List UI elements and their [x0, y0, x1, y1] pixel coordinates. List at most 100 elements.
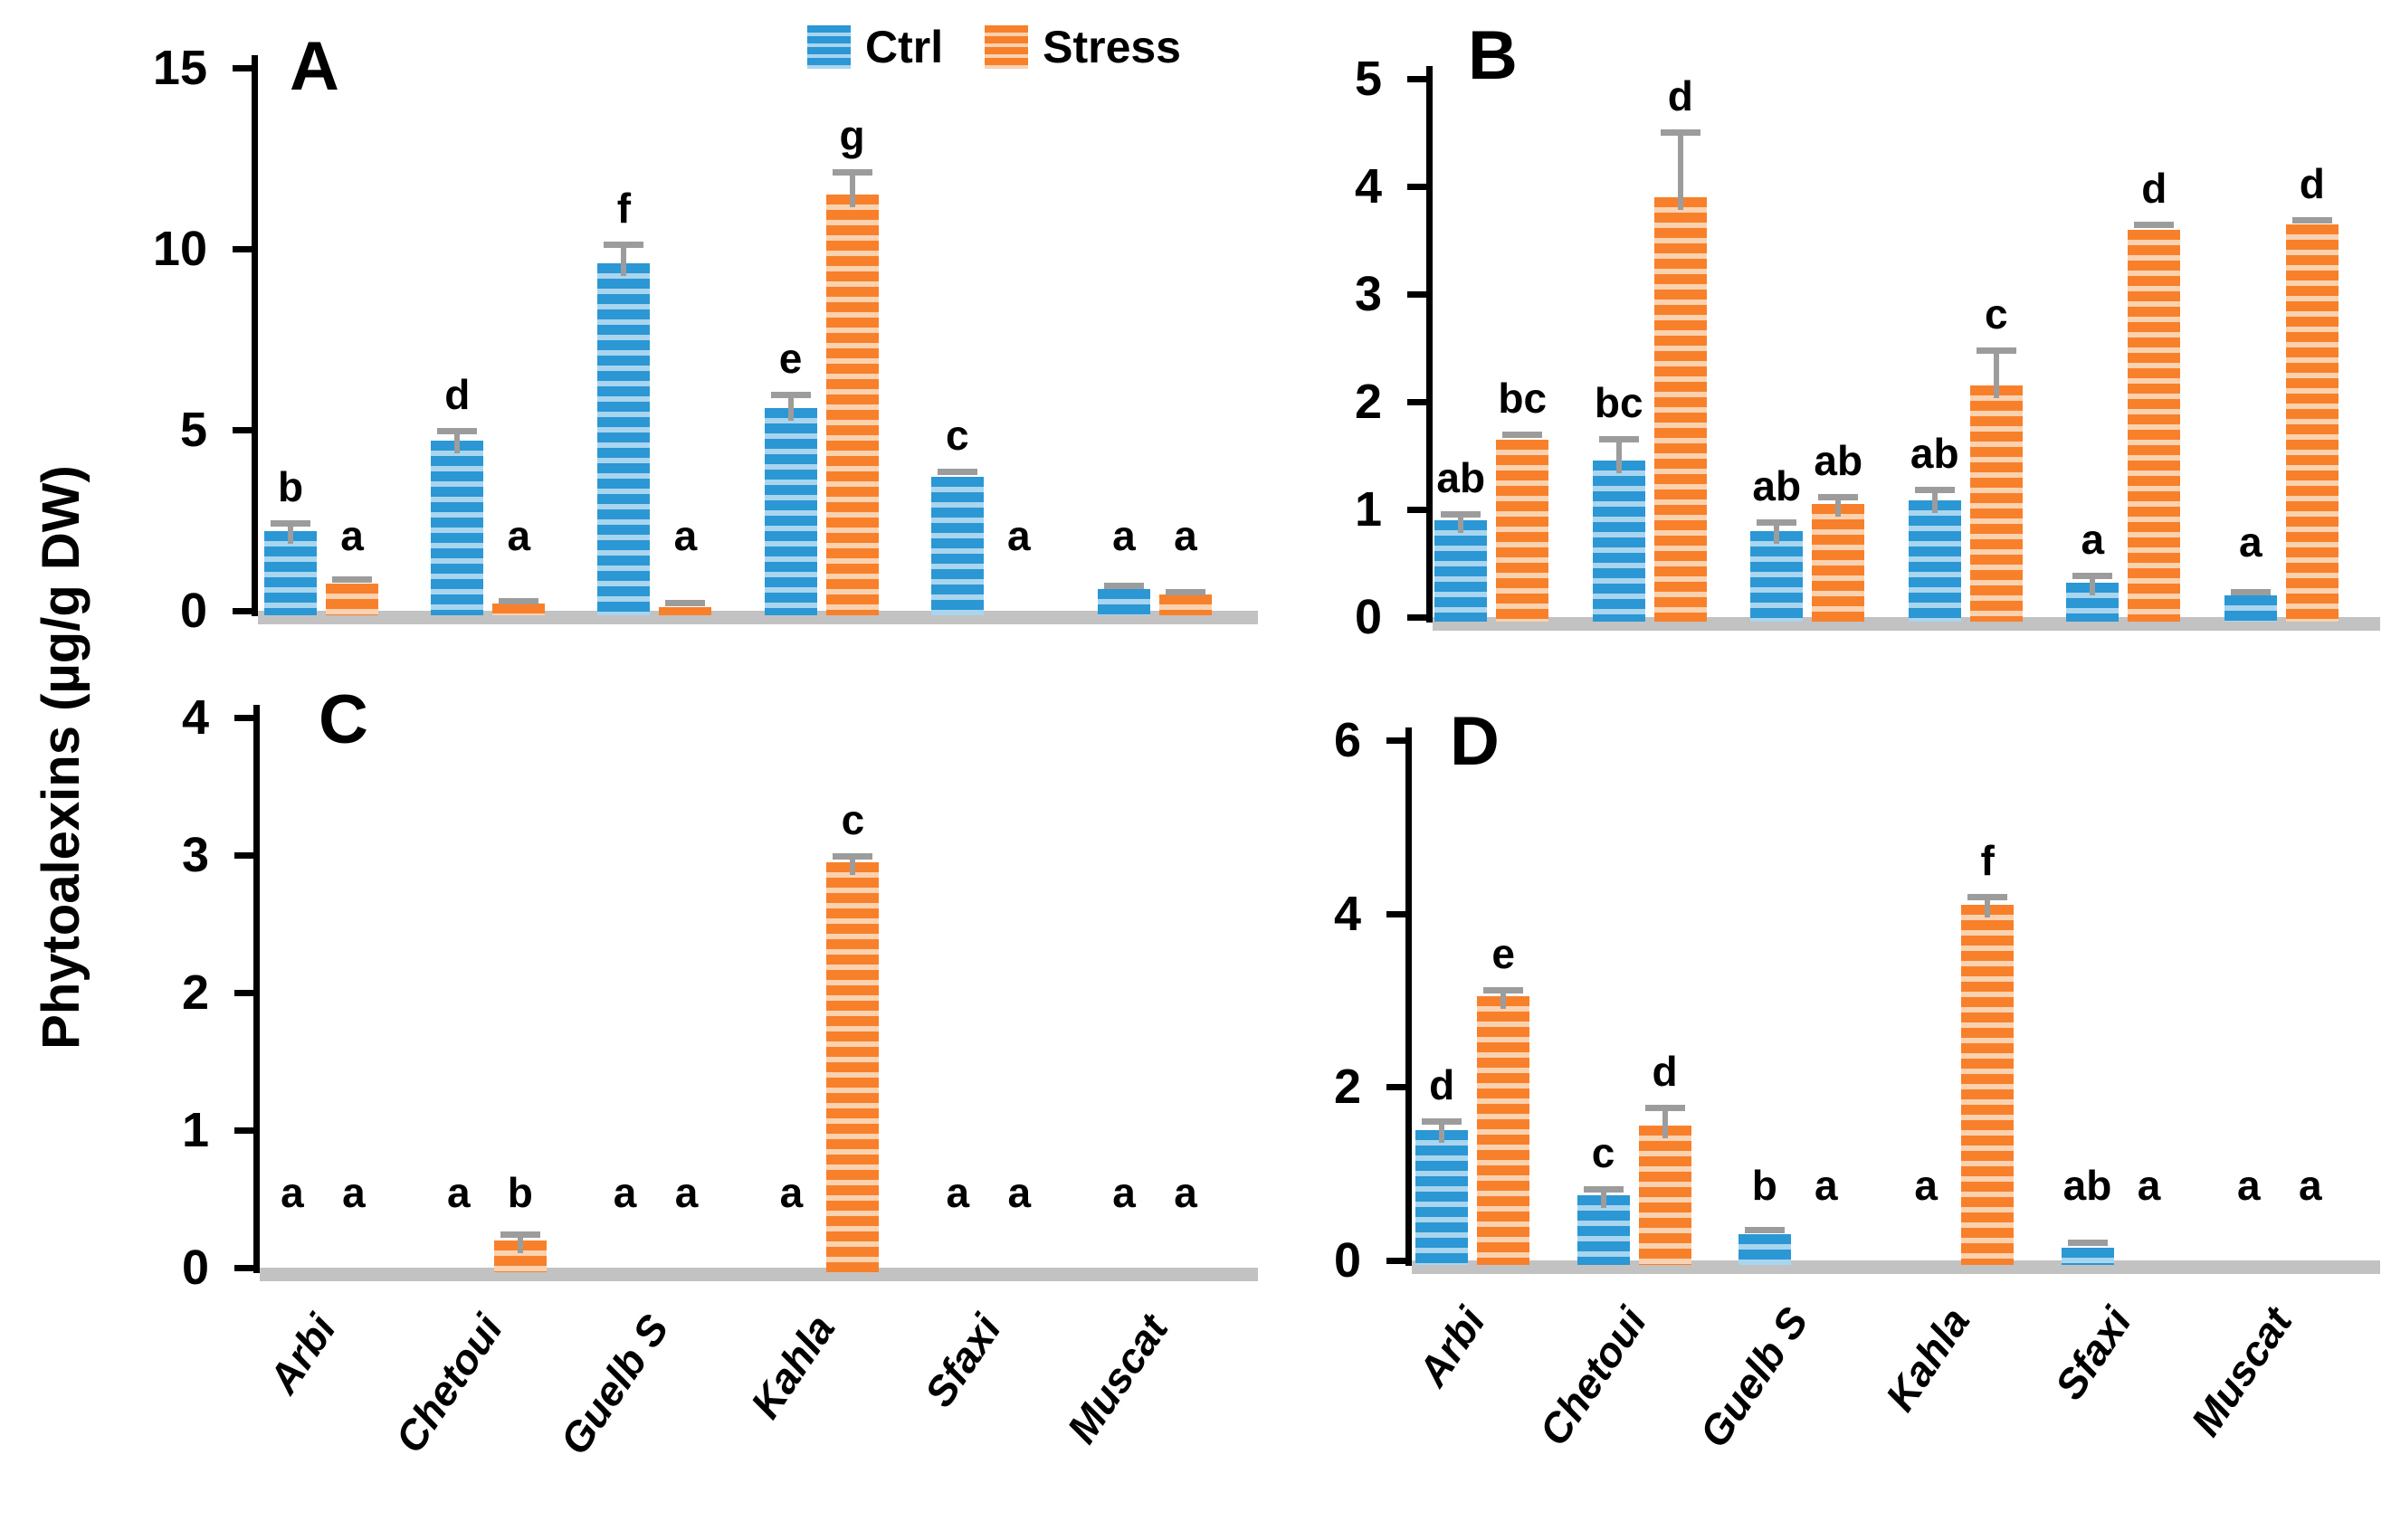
- y-tick-label-a-0: 0: [179, 584, 207, 638]
- bar-ctrl-chetoui-a: [431, 441, 484, 615]
- y-axis-b: [1426, 66, 1433, 623]
- legend-label-ctrl: Ctrl: [865, 22, 944, 72]
- y-tick-label-d-2: 2: [1333, 1060, 1361, 1115]
- sig-letter-stress-muscat-c: a: [1174, 1169, 1197, 1216]
- bar-ctrl-guelb-s-a: [597, 263, 651, 615]
- bar-stress-guelb-s-a: [659, 607, 712, 615]
- bar-stress-kahla-d: [1961, 905, 2015, 1265]
- sig-letter-ctrl-sfaxi-d: ab: [2062, 1162, 2112, 1209]
- sig-letter-ctrl-chetoui-b: bc: [1594, 378, 1643, 426]
- error-bar-cap-stress-guelb-s-b: [1818, 493, 1859, 500]
- sig-letter-stress-arbi-d: e: [1491, 929, 1515, 977]
- sig-letter-stress-chetoui-c: b: [507, 1169, 533, 1216]
- error-bar-cap-stress-arbi-d: [1483, 986, 1524, 993]
- y-tick-c-2: [234, 990, 258, 996]
- error-bar-cap-ctrl-guelb-s-d: [1744, 1227, 1785, 1234]
- panel-letter-d: D: [1450, 703, 1500, 780]
- x-label-kahla-c: Kahla: [741, 1306, 844, 1427]
- sig-letter-ctrl-kahla-c: a: [779, 1169, 804, 1216]
- bar-ctrl-guelb-s-b: [1750, 530, 1804, 622]
- x-baseline-c: [260, 1268, 1258, 1281]
- sig-letter-stress-sfaxi-a: a: [1006, 512, 1031, 559]
- error-bar-stem-stress-chetoui-b: [1677, 132, 1683, 210]
- sig-letter-stress-muscat-b: d: [2299, 160, 2325, 208]
- sig-letter-stress-arbi-c: a: [342, 1169, 366, 1216]
- y-tick-b-3: [1407, 291, 1431, 298]
- error-bar-stem-ctrl-chetoui-b: [1615, 439, 1622, 474]
- y-tick-b-2: [1407, 399, 1431, 405]
- error-bar-stem-stress-kahla-b: [1993, 351, 1999, 399]
- bar-stress-arbi-a: [326, 584, 379, 615]
- y-tick-d-4: [1386, 910, 1410, 917]
- ctrl-swatch-icon: [807, 25, 851, 69]
- y-tick-label-b-2: 2: [1354, 375, 1382, 429]
- x-label-muscat-d: Muscat: [2182, 1298, 2301, 1445]
- bar-stress-kahla-a: [825, 195, 879, 615]
- error-bar-cap-ctrl-arbi-b: [1441, 510, 1481, 518]
- error-bar-cap-ctrl-kahla-b: [1914, 486, 1955, 493]
- error-bar-cap-ctrl-guelb-s-a: [604, 242, 644, 248]
- error-bar-cap-stress-chetoui-b: [1660, 128, 1700, 136]
- error-bar-stem-ctrl-kahla-a: [787, 395, 794, 421]
- y-tick-label-b-3: 3: [1354, 267, 1382, 321]
- error-bar-stem-stress-kahla-a: [849, 173, 855, 207]
- error-bar-cap-ctrl-chetoui-d: [1583, 1186, 1624, 1193]
- panel-letter-a: A: [290, 28, 339, 105]
- x-label-guelb-s-c: Guelb S: [550, 1306, 678, 1463]
- error-bar-cap-ctrl-arbi-a: [271, 520, 311, 527]
- y-tick-d-2: [1386, 1084, 1410, 1091]
- error-bar-cap-stress-chetoui-c: [500, 1231, 540, 1238]
- bar-stress-arbi-d: [1477, 995, 1530, 1265]
- error-bar-cap-ctrl-sfaxi-b: [2072, 572, 2113, 579]
- sig-letter-ctrl-sfaxi-a: c: [945, 412, 969, 460]
- sig-letter-stress-sfaxi-b: d: [2141, 164, 2167, 212]
- error-bar-stem-ctrl-arbi-d: [1439, 1121, 1445, 1144]
- x-label-muscat-c: Muscat: [1057, 1306, 1177, 1452]
- error-bar-cap-stress-kahla-b: [1976, 347, 2016, 355]
- legend-item-ctrl: Ctrl: [807, 24, 943, 71]
- panel-letter-b: B: [1468, 17, 1518, 94]
- legend-item-stress: Stress: [985, 24, 1181, 71]
- x-label-kahla-d: Kahla: [1875, 1298, 1979, 1420]
- x-label-arbi-c: Arbi: [259, 1306, 345, 1402]
- y-tick-label-a-5: 5: [179, 403, 207, 457]
- y-tick-label-c-4: 4: [181, 690, 209, 745]
- y-tick-label-a-15: 15: [152, 41, 207, 95]
- y-tick-b-5: [1407, 76, 1431, 82]
- error-bar-cap-stress-arbi-b: [1502, 431, 1543, 438]
- x-label-chetoui-d: Chetoui: [1529, 1298, 1656, 1454]
- error-bar-cap-stress-kahla-d: [1967, 894, 2008, 901]
- stress-swatch-icon: [985, 25, 1029, 69]
- bar-stress-muscat-a: [1158, 594, 1212, 615]
- y-tick-b-4: [1407, 184, 1431, 190]
- error-bar-cap-stress-kahla-a: [832, 169, 872, 176]
- y-tick-label-c-1: 1: [181, 1103, 209, 1157]
- y-tick-label-b-5: 5: [1354, 52, 1382, 106]
- sig-letter-stress-guelb-s-d: a: [1815, 1162, 1838, 1209]
- y-tick-label-c-2: 2: [181, 965, 209, 1020]
- error-bar-cap-ctrl-muscat-b: [2230, 588, 2271, 595]
- bar-stress-chetoui-b: [1653, 196, 1707, 622]
- sig-letter-stress-guelb-s-a: a: [673, 512, 698, 559]
- error-bar-stem-stress-chetoui-c: [517, 1234, 523, 1253]
- error-bar-cap-ctrl-muscat-a: [1103, 582, 1144, 589]
- y-tick-label-d-6: 6: [1333, 713, 1361, 767]
- error-bar-stem-ctrl-guelb-s-b: [1774, 523, 1780, 544]
- error-bar-cap-stress-chetoui-a: [499, 597, 539, 604]
- bar-ctrl-arbi-a: [264, 531, 318, 615]
- sig-letter-ctrl-kahla-b: ab: [1910, 429, 1959, 477]
- y-tick-a-10: [233, 246, 256, 252]
- y-axis-a: [252, 55, 258, 616]
- y-tick-d-6: [1386, 737, 1410, 744]
- error-bar-cap-ctrl-arbi-d: [1422, 1117, 1462, 1125]
- bar-ctrl-sfaxi-a: [930, 477, 984, 615]
- sig-letter-ctrl-chetoui-c: a: [446, 1169, 471, 1216]
- x-label-chetoui-c: Chetoui: [385, 1306, 511, 1461]
- x-label-sfaxi-c: Sfaxi: [915, 1306, 1011, 1415]
- sig-letter-ctrl-muscat-b: a: [2238, 518, 2262, 566]
- bar-stress-guelb-s-b: [1812, 504, 1865, 622]
- sig-letter-ctrl-arbi-d: d: [1429, 1060, 1455, 1108]
- error-bar-cap-stress-chetoui-d: [1644, 1105, 1685, 1112]
- error-bar-stem-ctrl-kahla-b: [1931, 490, 1938, 514]
